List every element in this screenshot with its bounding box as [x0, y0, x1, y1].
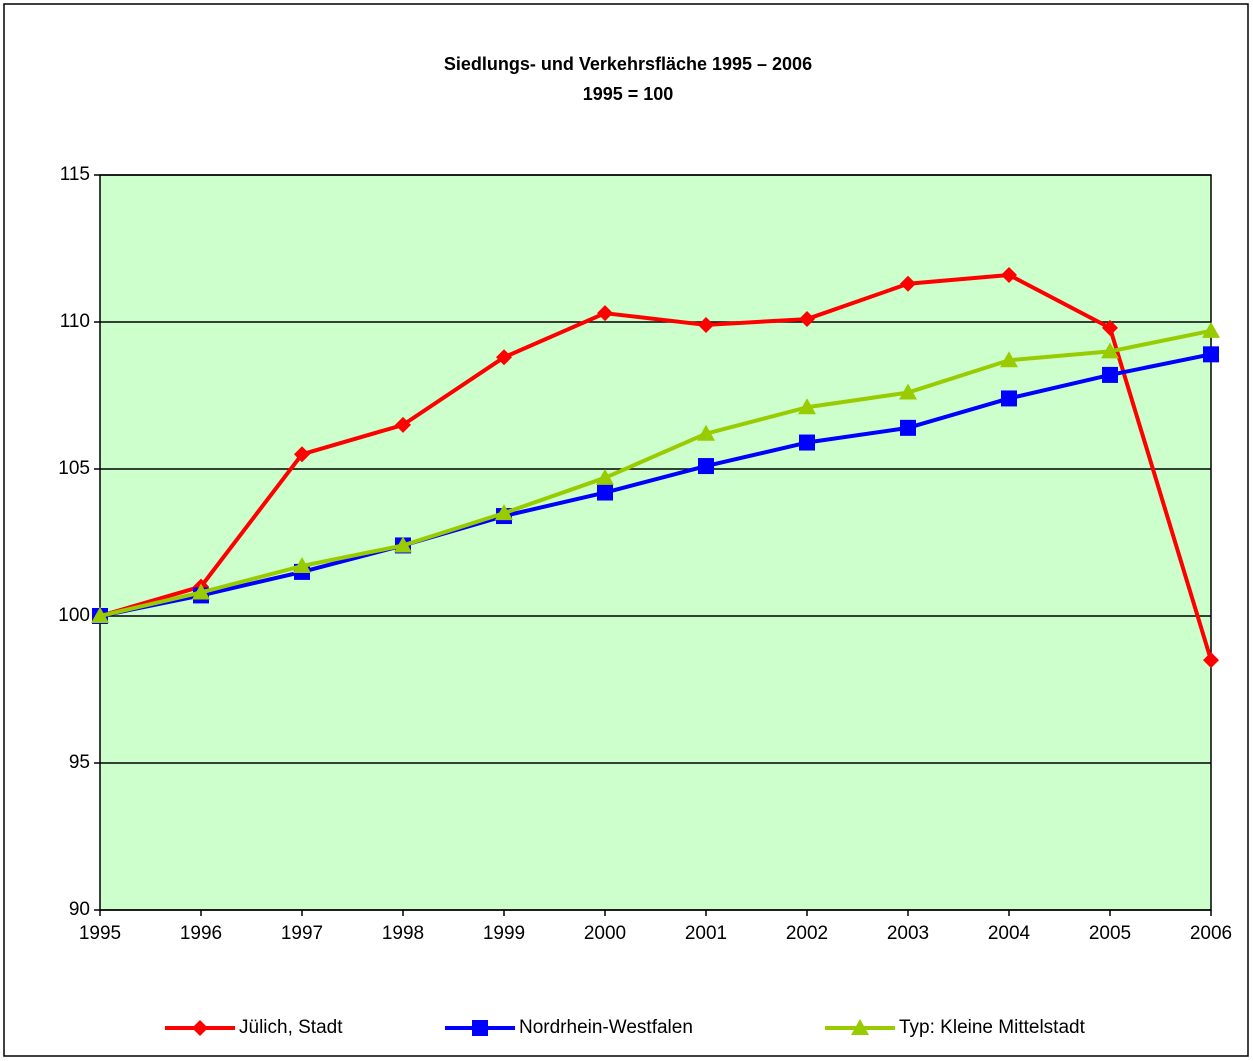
marker: [1101, 342, 1119, 359]
series-line: [99, 272, 1213, 661]
marker: [293, 557, 311, 574]
marker: [799, 311, 815, 328]
y-tick-label: 105: [58, 458, 90, 479]
marker: [596, 468, 614, 485]
x-tick-label: 1997: [281, 923, 323, 944]
plot-area: [100, 175, 1211, 910]
chart-title: Siedlungs- und Verkehrsfläche 1995 – 200…: [444, 54, 812, 74]
marker: [697, 424, 715, 441]
marker: [597, 305, 613, 322]
marker: [851, 1019, 869, 1035]
y-tick-label: 110: [60, 311, 90, 332]
marker: [798, 398, 816, 415]
marker: [192, 1020, 208, 1036]
marker: [799, 434, 815, 451]
marker: [1203, 652, 1219, 669]
marker: [1102, 366, 1118, 383]
series-line: [99, 328, 1212, 618]
marker: [1203, 346, 1219, 363]
plot-border: [99, 174, 1212, 911]
marker: [1102, 319, 1118, 336]
y-tick-label: 95: [69, 752, 90, 773]
chart-subtitle: 1995 = 100: [583, 84, 674, 104]
marker: [192, 583, 210, 600]
marker: [900, 275, 916, 292]
x-tick-label: 2005: [1089, 923, 1131, 944]
legend-label: Typ: Kleine Mittelstadt: [899, 1017, 1086, 1038]
y-tick-label: 100: [58, 605, 90, 626]
marker: [899, 383, 917, 400]
x-tick-label: 2002: [786, 923, 828, 944]
marker: [395, 416, 411, 433]
marker: [698, 458, 714, 475]
series-line: [99, 352, 1212, 618]
marker: [1001, 390, 1017, 407]
x-tick-label: 1999: [483, 923, 525, 944]
marker: [294, 446, 310, 463]
marker: [900, 419, 916, 436]
marker: [91, 607, 109, 623]
marker: [1000, 351, 1018, 368]
x-tick-label: 2001: [685, 923, 727, 944]
x-tick-label: 2004: [988, 923, 1031, 944]
x-tick-label: 1996: [180, 923, 222, 944]
marker: [1001, 266, 1017, 283]
legend-label: Nordrhein-Westfalen: [519, 1017, 693, 1038]
marker: [496, 349, 512, 366]
legend-label: Jülich, Stadt: [239, 1017, 343, 1038]
x-tick-label: 2000: [584, 923, 626, 944]
x-tick-label: 1998: [382, 923, 424, 944]
marker: [597, 484, 613, 501]
x-tick-label: 1995: [79, 923, 121, 944]
marker: [1202, 321, 1220, 338]
y-tick-label: 90: [69, 899, 90, 920]
y-tick-label: 115: [60, 164, 90, 185]
marker: [495, 504, 513, 521]
marker: [394, 536, 412, 553]
x-tick-label: 2003: [887, 923, 929, 944]
marker: [698, 316, 714, 333]
marker: [472, 1020, 488, 1036]
x-tick-label: 2006: [1190, 923, 1232, 944]
